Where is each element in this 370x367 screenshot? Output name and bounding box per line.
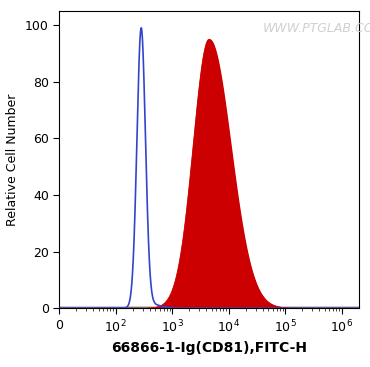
Y-axis label: Relative Cell Number: Relative Cell Number [6, 94, 19, 226]
X-axis label: 66866-1-Ig(CD81),FITC-H: 66866-1-Ig(CD81),FITC-H [111, 341, 307, 355]
Text: WWW.PTGLAB.COM: WWW.PTGLAB.COM [263, 22, 370, 35]
